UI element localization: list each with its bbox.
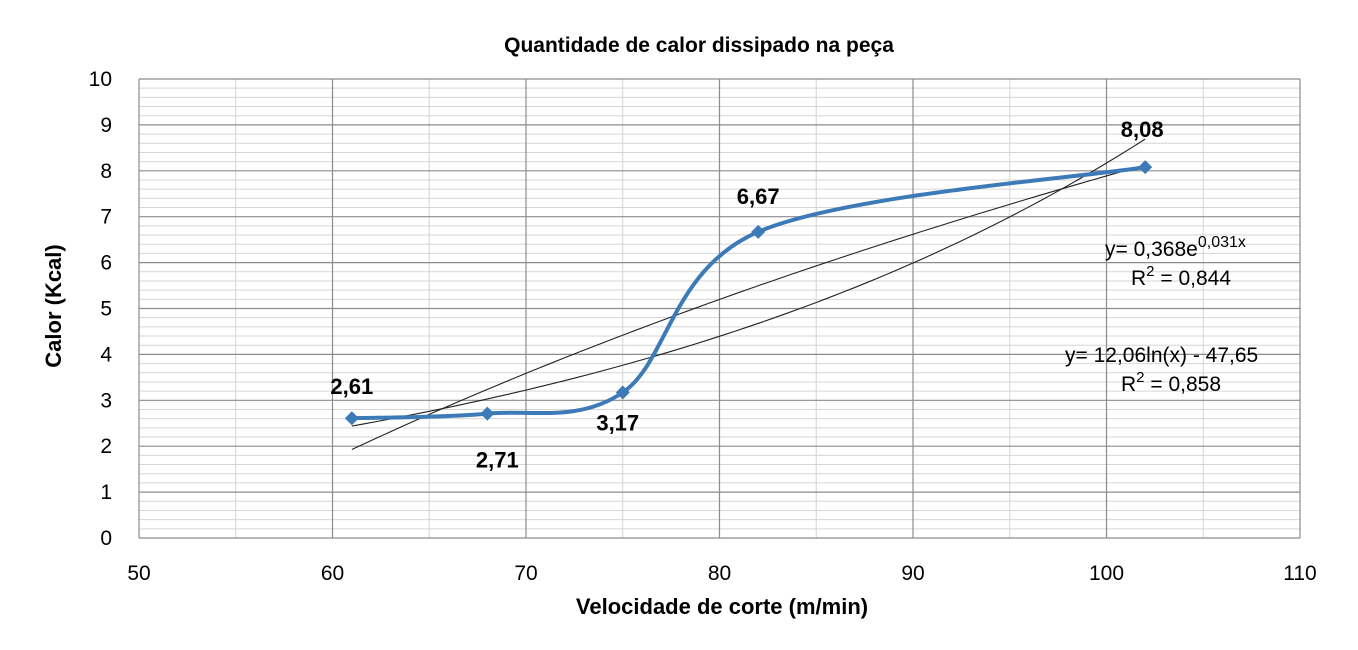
exp-r2-value: = 0,844 — [1155, 267, 1232, 290]
series-line — [351, 165, 1146, 421]
data-label: 3,17 — [596, 410, 639, 435]
data-point-marker — [1138, 160, 1153, 175]
y-tick-label: 5 — [100, 298, 112, 321]
x-axis-title: Velocidade de corte (m/min) — [576, 594, 868, 619]
y-tick-label: 2 — [100, 435, 112, 458]
trendlines — [351, 138, 1146, 451]
tick-labels: 50 60 70 80 90 100 110 0 1 2 3 4 5 6 7 8 9 10 — [89, 68, 1317, 585]
exp-trend-equation: y= 0,368e0,031x — [1105, 234, 1246, 261]
y-tick-label: 3 — [100, 389, 112, 412]
y-tick-label: 8 — [100, 160, 112, 183]
x-tick-label: 80 — [708, 562, 731, 585]
x-tick-label: 60 — [321, 562, 344, 585]
exp-equation-exponent: 0,031x — [1198, 234, 1246, 251]
y-tick-label: 1 — [100, 481, 112, 504]
series — [344, 160, 1153, 426]
y-tick-label: 7 — [100, 206, 112, 229]
log-r2-superscript: 2 — [1136, 369, 1144, 386]
log-r2-value: = 0,858 — [1145, 373, 1221, 396]
exp-r2-symbol: R — [1131, 267, 1146, 290]
log-r2-symbol: R — [1121, 373, 1136, 396]
y-axis-title: Calor (Kcal) — [41, 244, 66, 367]
exp-trend-r2: R2 = 0,844 — [1131, 263, 1231, 290]
data-point-marker — [480, 406, 495, 421]
y-tick-label: 10 — [89, 68, 112, 91]
log-trend-equation: y= 12,06ln(x) - 47,65 — [1065, 344, 1258, 367]
log-trend-r2: R2 = 0,858 — [1121, 369, 1221, 396]
data-labels: 2,61 2,71 3,17 6,67 8,08 — [330, 117, 1163, 472]
x-tick-label: 100 — [1089, 562, 1124, 585]
y-tick-label: 6 — [100, 252, 112, 275]
exp-r2-superscript: 2 — [1146, 263, 1154, 280]
data-label: 8,08 — [1121, 117, 1164, 142]
x-tick-label: 90 — [901, 562, 924, 585]
x-tick-label: 50 — [127, 562, 150, 585]
exponential-trendline — [351, 138, 1146, 427]
exp-equation-base: y= 0,368e — [1105, 238, 1198, 261]
x-tick-label: 110 — [1283, 562, 1316, 585]
data-label: 2,61 — [330, 374, 373, 399]
y-tick-label: 0 — [100, 527, 112, 550]
data-label: 6,67 — [737, 184, 780, 209]
x-tick-label: 70 — [514, 562, 537, 585]
y-tick-label: 4 — [100, 343, 112, 366]
y-tick-label: 9 — [100, 114, 112, 137]
data-point-marker — [344, 411, 359, 426]
data-point-marker — [751, 224, 766, 239]
logarithmic-trendline — [351, 164, 1146, 451]
data-point-marker — [615, 385, 630, 400]
chart-title: Quantidade de calor dissipado na peça — [504, 34, 894, 57]
data-label: 2,71 — [476, 448, 519, 473]
major-gridlines — [138, 78, 1301, 539]
